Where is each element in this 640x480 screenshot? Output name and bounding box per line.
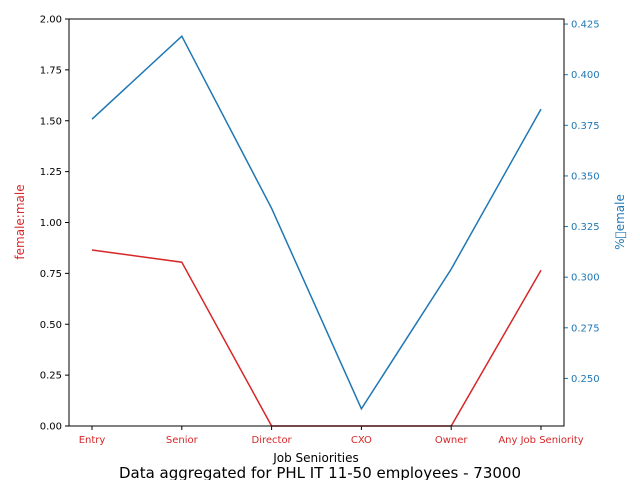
plot-frame — [68, 18, 565, 427]
left-tick-label: 1.00 — [40, 218, 62, 229]
right-tick-label: 0.425 — [571, 20, 600, 31]
left-tick-label: 1.75 — [40, 65, 62, 76]
left-tick-label: 0.75 — [40, 269, 62, 280]
left-tick-label: 0.50 — [40, 320, 62, 331]
left-tick-label: 2.00 — [40, 15, 62, 26]
right-tick-label: 0.350 — [571, 171, 600, 182]
right-tick-label: 0.375 — [571, 121, 600, 132]
x-axis-ticks: Entry Senior Director CXO Owner Any Job Senio… — [79, 426, 584, 446]
left-tick-label: 1.25 — [40, 167, 62, 178]
chart-caption: Data aggregated for PHL IT 11-50 employe… — [119, 464, 521, 480]
x-tick-label: Any Job Seniority — [498, 435, 583, 446]
left-tick-label: 0.25 — [40, 371, 62, 382]
x-axis-label: Job Seniorities — [272, 451, 359, 465]
x-tick-label: Senior — [166, 435, 199, 446]
right-axis-ticks: 0.250 0.275 0.300 0.325 0.350 0.375 0.400 0.425 — [564, 20, 600, 385]
right-tick-label: 0.300 — [571, 273, 600, 284]
right-tick-label: 0.275 — [571, 323, 600, 334]
right-tick-label: 0.250 — [571, 374, 600, 385]
right-tick-label: 0.400 — [571, 70, 600, 81]
series-layer — [91, 34, 542, 427]
x-tick-label: Director — [252, 435, 293, 446]
right-tick-label: 0.325 — [571, 222, 600, 233]
series-line-right — [91, 34, 542, 411]
series-line-left — [91, 249, 542, 427]
x-tick-label: Entry — [79, 435, 106, 446]
left-axis-label: female:male — [13, 184, 27, 259]
left-axis-ticks: 0.00 0.25 0.50 0.75 1.00 1.25 1.50 1.75 2.00 — [40, 15, 69, 433]
x-tick-label: Owner — [435, 435, 469, 446]
left-tick-label: 1.50 — [40, 116, 62, 127]
right-axis-label: % emale — [613, 194, 627, 250]
x-tick-label: CXO — [351, 435, 372, 446]
left-tick-label: 0.00 — [40, 422, 62, 433]
